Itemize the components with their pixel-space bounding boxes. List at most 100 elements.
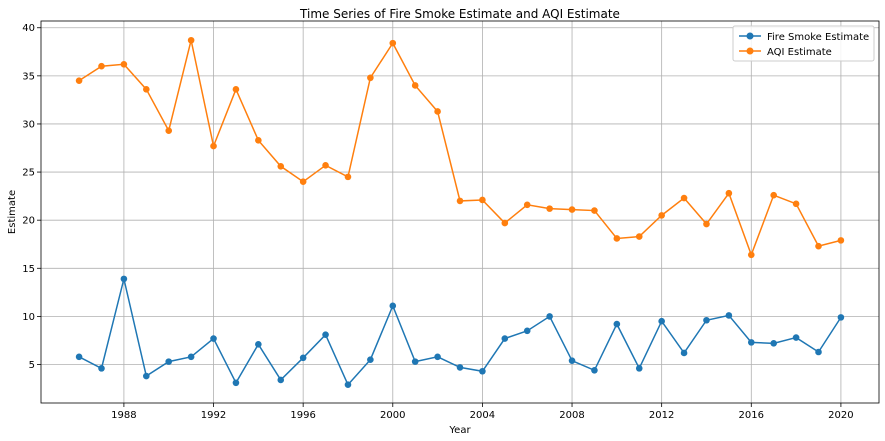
y-axis-label: Estimate xyxy=(7,190,18,234)
data-point-aqi xyxy=(389,39,397,47)
data-point-aqi xyxy=(658,212,665,219)
data-point-fire-smoke xyxy=(456,364,464,371)
gridlines xyxy=(41,21,879,403)
data-point-aqi xyxy=(344,173,352,181)
data-point-aqi xyxy=(501,219,509,227)
x-tick-label: 1996 xyxy=(290,410,315,421)
data-point-fire-smoke xyxy=(479,367,486,375)
data-point-aqi xyxy=(703,220,710,228)
data-point-aqi xyxy=(591,207,598,214)
y-tick-label: 30 xyxy=(22,119,35,130)
x-tick-label: 1992 xyxy=(201,410,226,421)
data-point-fire-smoke xyxy=(815,348,822,356)
data-point-aqi xyxy=(680,194,688,202)
series-aqi xyxy=(75,36,845,259)
data-point-aqi xyxy=(837,237,845,244)
x-tick-label: 2016 xyxy=(739,410,764,421)
data-point-aqi xyxy=(210,142,217,150)
plot-area-frame xyxy=(40,20,880,404)
data-point-aqi xyxy=(523,201,531,209)
data-point-fire-smoke xyxy=(299,354,307,362)
data-point-fire-smoke xyxy=(232,379,240,387)
x-tick-label: 2004 xyxy=(470,410,495,421)
data-point-fire-smoke xyxy=(187,353,195,361)
data-point-aqi xyxy=(75,77,83,84)
data-point-fire-smoke xyxy=(792,334,800,341)
data-point-fire-smoke xyxy=(367,356,374,364)
data-point-fire-smoke xyxy=(658,317,665,325)
data-point-aqi xyxy=(770,191,777,199)
data-point-fire-smoke xyxy=(98,365,105,372)
data-point-fire-smoke xyxy=(591,366,598,374)
chart-title: Time Series of Fire Smoke Estimate and A… xyxy=(299,7,620,21)
data-point-aqi xyxy=(187,36,195,44)
data-point-fire-smoke xyxy=(725,312,733,319)
data-point-aqi xyxy=(367,74,374,82)
y-tick-label: 35 xyxy=(22,71,35,82)
data-point-fire-smoke xyxy=(75,353,83,361)
legend-label-aqi: AQI Estimate xyxy=(767,47,832,58)
data-point-aqi xyxy=(747,251,755,259)
data-point-fire-smoke xyxy=(389,302,397,310)
x-tick-label: 2000 xyxy=(380,410,405,421)
legend-label-fire-smoke: Fire Smoke Estimate xyxy=(767,32,869,43)
x-tick-label: 1988 xyxy=(111,410,136,421)
data-point-fire-smoke xyxy=(165,358,173,365)
x-tick-label: 2020 xyxy=(828,410,853,421)
data-point-fire-smoke xyxy=(703,316,710,324)
y-axis-ticks: 5 10 15 20 25 30 35 40 xyxy=(22,23,41,371)
data-point-aqi xyxy=(232,86,240,93)
data-point-aqi xyxy=(479,196,486,204)
data-point-fire-smoke xyxy=(770,340,777,347)
data-point-aqi xyxy=(299,178,307,185)
data-point-fire-smoke xyxy=(255,341,262,348)
data-point-fire-smoke xyxy=(837,314,845,321)
data-point-aqi xyxy=(120,60,128,68)
y-tick-label: 5 xyxy=(29,360,35,371)
y-tick-label: 20 xyxy=(22,216,35,227)
y-tick-label: 10 xyxy=(22,312,35,323)
data-point-aqi xyxy=(568,206,576,213)
data-point-fire-smoke xyxy=(613,320,621,328)
data-point-aqi xyxy=(165,127,173,134)
data-point-aqi xyxy=(434,108,441,115)
data-point-aqi xyxy=(546,205,553,212)
data-point-aqi xyxy=(411,82,419,89)
data-point-aqi xyxy=(98,62,105,70)
x-axis-ticks: 1988 1992 1996 2000 2004 2008 2012 2016 2020 xyxy=(111,403,854,421)
x-tick-label: 2008 xyxy=(559,410,584,421)
data-point-fire-smoke xyxy=(120,275,128,283)
y-tick-label: 40 xyxy=(22,23,35,34)
data-point-fire-smoke xyxy=(143,372,150,380)
data-point-aqi xyxy=(792,200,800,208)
data-point-fire-smoke xyxy=(635,365,643,372)
data-point-aqi xyxy=(277,162,285,170)
data-point-fire-smoke xyxy=(210,335,217,342)
data-point-fire-smoke xyxy=(277,376,285,384)
data-point-fire-smoke xyxy=(523,327,531,335)
data-point-aqi xyxy=(635,233,643,240)
data-point-fire-smoke xyxy=(680,349,688,357)
data-point-aqi xyxy=(255,137,262,144)
y-tick-label: 15 xyxy=(22,264,35,275)
data-point-fire-smoke xyxy=(344,381,352,389)
data-point-fire-smoke xyxy=(501,335,509,342)
data-point-aqi xyxy=(613,235,621,242)
series-fire-smoke xyxy=(75,275,845,389)
data-point-fire-smoke xyxy=(747,339,755,346)
data-point-aqi xyxy=(143,86,150,93)
data-point-fire-smoke xyxy=(434,353,441,361)
x-tick-label: 2012 xyxy=(649,410,674,421)
series-line-aqi xyxy=(78,40,842,257)
data-point-fire-smoke xyxy=(322,331,329,338)
legend-marker-fire-smoke xyxy=(746,32,754,40)
data-point-fire-smoke xyxy=(568,357,576,364)
y-tick-label: 25 xyxy=(22,168,35,179)
data-point-aqi xyxy=(322,162,329,169)
legend: Fire Smoke Estimate AQI Estimate xyxy=(732,25,875,62)
data-point-aqi xyxy=(456,197,464,205)
data-point-aqi xyxy=(815,242,822,250)
data-point-aqi xyxy=(725,189,733,197)
